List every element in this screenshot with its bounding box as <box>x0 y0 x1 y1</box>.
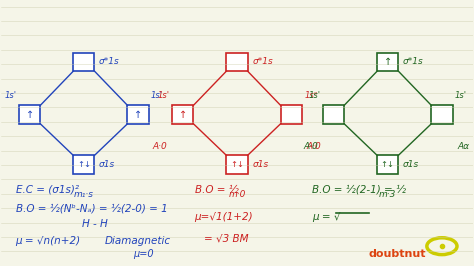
Text: m₁·s: m₁·s <box>74 190 94 199</box>
Text: μ = √: μ = √ <box>312 212 341 222</box>
Text: σ1s: σ1s <box>252 160 269 169</box>
Text: B.O = ½: B.O = ½ <box>195 185 238 195</box>
Text: ↑↓: ↑↓ <box>381 160 395 169</box>
FancyBboxPatch shape <box>227 155 247 174</box>
FancyBboxPatch shape <box>377 155 398 174</box>
Text: ↑: ↑ <box>26 110 34 120</box>
Text: σ*1s: σ*1s <box>252 57 273 66</box>
Text: 1s': 1s' <box>5 91 17 100</box>
FancyBboxPatch shape <box>19 105 40 124</box>
Text: μ=√1(1+2): μ=√1(1+2) <box>195 212 253 222</box>
Text: Diamagnetic: Diamagnetic <box>105 236 171 246</box>
Text: μ=0: μ=0 <box>133 249 154 259</box>
FancyBboxPatch shape <box>73 155 94 174</box>
FancyBboxPatch shape <box>227 53 247 71</box>
Text: H - H: H - H <box>82 219 107 229</box>
Text: B.O = ½(2-1) = ½: B.O = ½(2-1) = ½ <box>312 185 406 195</box>
Text: 1s': 1s' <box>151 91 163 100</box>
Text: ↑: ↑ <box>383 57 392 67</box>
Text: σ*1s: σ*1s <box>99 57 120 66</box>
Text: m·3: m·3 <box>379 190 396 199</box>
Text: 1s': 1s' <box>455 91 467 100</box>
Text: A·0: A·0 <box>303 142 318 151</box>
Text: 1s': 1s' <box>309 91 320 100</box>
Text: m·0: m·0 <box>228 190 246 199</box>
Text: σ1s: σ1s <box>99 160 116 169</box>
FancyBboxPatch shape <box>73 53 94 71</box>
FancyBboxPatch shape <box>377 53 398 71</box>
Text: = √3 BM: = √3 BM <box>204 233 249 243</box>
Text: Aα: Aα <box>457 142 469 151</box>
Text: doubtnut: doubtnut <box>369 249 427 259</box>
FancyBboxPatch shape <box>281 105 302 124</box>
Text: σ1s: σ1s <box>403 160 419 169</box>
Text: ↑: ↑ <box>134 110 142 120</box>
FancyBboxPatch shape <box>172 105 193 124</box>
Text: μ = √n(n+2): μ = √n(n+2) <box>16 236 81 246</box>
Text: B.O = ½(Nᵇ-Nₐ) = ½(2-0) = 1: B.O = ½(Nᵇ-Nₐ) = ½(2-0) = 1 <box>16 203 167 213</box>
FancyBboxPatch shape <box>323 105 344 124</box>
Text: A·0: A·0 <box>153 142 167 151</box>
Text: 1s': 1s' <box>158 91 170 100</box>
Text: A·0: A·0 <box>307 142 321 151</box>
Text: E.C = (σ1s)²: E.C = (σ1s)² <box>16 185 79 195</box>
FancyBboxPatch shape <box>431 105 453 124</box>
Text: ↑↓: ↑↓ <box>230 160 244 169</box>
Text: ↑↓: ↑↓ <box>77 160 91 169</box>
Text: σ*1s: σ*1s <box>403 57 424 66</box>
Text: 1s⁰: 1s⁰ <box>304 91 317 100</box>
Text: ↑: ↑ <box>179 110 187 120</box>
FancyBboxPatch shape <box>128 105 149 124</box>
